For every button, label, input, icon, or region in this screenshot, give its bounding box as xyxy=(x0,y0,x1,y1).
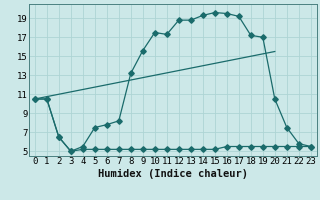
X-axis label: Humidex (Indice chaleur): Humidex (Indice chaleur) xyxy=(98,169,248,179)
